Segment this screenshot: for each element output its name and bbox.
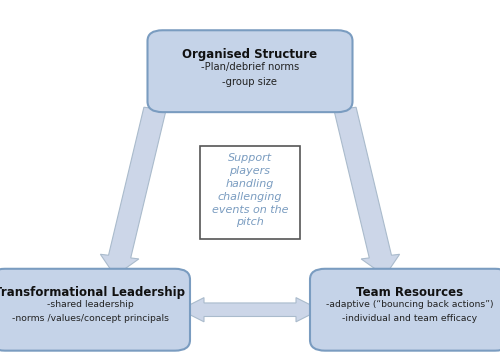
Text: -individual and team efficacy: -individual and team efficacy xyxy=(342,314,477,323)
Text: -group size: -group size xyxy=(222,77,278,87)
FancyBboxPatch shape xyxy=(310,269,500,351)
Text: Transformational Leadership: Transformational Leadership xyxy=(0,286,186,299)
Text: -norms /values/concept principals: -norms /values/concept principals xyxy=(12,314,168,323)
Text: Support
players
handling
challenging
events on the
pitch: Support players handling challenging eve… xyxy=(212,153,288,227)
Text: -Plan/debrief norms: -Plan/debrief norms xyxy=(201,62,299,72)
FancyBboxPatch shape xyxy=(200,146,300,239)
Text: -shared leadership: -shared leadership xyxy=(46,300,134,309)
Polygon shape xyxy=(334,107,400,276)
Text: -adaptive (“bouncing back actions”): -adaptive (“bouncing back actions”) xyxy=(326,300,494,309)
FancyBboxPatch shape xyxy=(148,30,352,112)
FancyBboxPatch shape xyxy=(0,269,190,351)
Polygon shape xyxy=(100,107,166,276)
Text: Organised Structure: Organised Structure xyxy=(182,48,318,61)
Text: Team Resources: Team Resources xyxy=(356,286,464,299)
Polygon shape xyxy=(180,298,320,322)
